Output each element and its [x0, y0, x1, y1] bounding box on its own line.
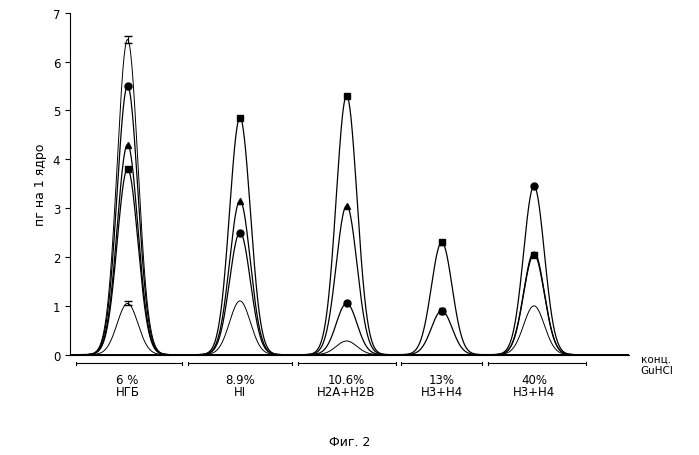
Text: H2A+H2B: H2A+H2B	[317, 385, 376, 398]
Text: Фиг. 2: Фиг. 2	[329, 435, 370, 448]
Text: 10.6%: 10.6%	[328, 374, 366, 386]
Text: 6 %: 6 %	[116, 374, 138, 386]
Text: HI: HI	[234, 385, 246, 398]
Text: 13%: 13%	[428, 374, 455, 386]
Text: 40%: 40%	[521, 374, 547, 386]
Text: 8.9%: 8.9%	[225, 374, 255, 386]
Y-axis label: пг на 1 ядро: пг на 1 ядро	[34, 143, 47, 225]
Text: H3+H4: H3+H4	[513, 385, 555, 398]
Text: НГБ: НГБ	[115, 385, 140, 398]
Text: H3+H4: H3+H4	[421, 385, 463, 398]
Text: конц.
GuHCl: конц. GuHCl	[640, 354, 674, 375]
